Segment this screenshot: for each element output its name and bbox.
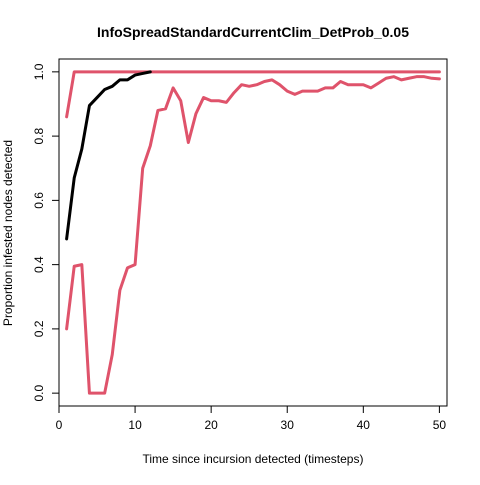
series-line-1 [65, 70, 441, 119]
y-axis-label: Proportion infested nodes detected [1, 140, 15, 326]
y-tick-label: 0.2 [32, 320, 46, 337]
plot-frame [58, 58, 448, 407]
y-axis: 0.0 0.2 0.4 0.6 0.8 1.0 [32, 63, 60, 401]
x-tick-label: 50 [433, 418, 447, 432]
y-tick-label: 1.0 [32, 63, 46, 80]
y-tick-label: 0.4 [32, 256, 46, 273]
series-line-2 [65, 75, 441, 395]
x-tick-label: 0 [56, 418, 63, 432]
x-axis-label: Time since incursion detected (timesteps… [143, 452, 364, 466]
chart-title: InfoSpreadStandardCurrentClim_DetProb_0.… [97, 24, 409, 40]
y-tick-label: 0.8 [32, 127, 46, 144]
series-layer [65, 70, 441, 395]
x-tick-label: 20 [204, 418, 218, 432]
x-tick-label: 10 [128, 418, 142, 432]
series-line-3 [65, 70, 152, 241]
x-tick-label: 30 [281, 418, 295, 432]
x-tick-label: 40 [357, 418, 371, 432]
y-tick-label: 0.6 [32, 192, 46, 209]
y-tick-label: 0.0 [32, 384, 46, 401]
x-axis: 0 10 20 30 40 50 [56, 405, 447, 432]
